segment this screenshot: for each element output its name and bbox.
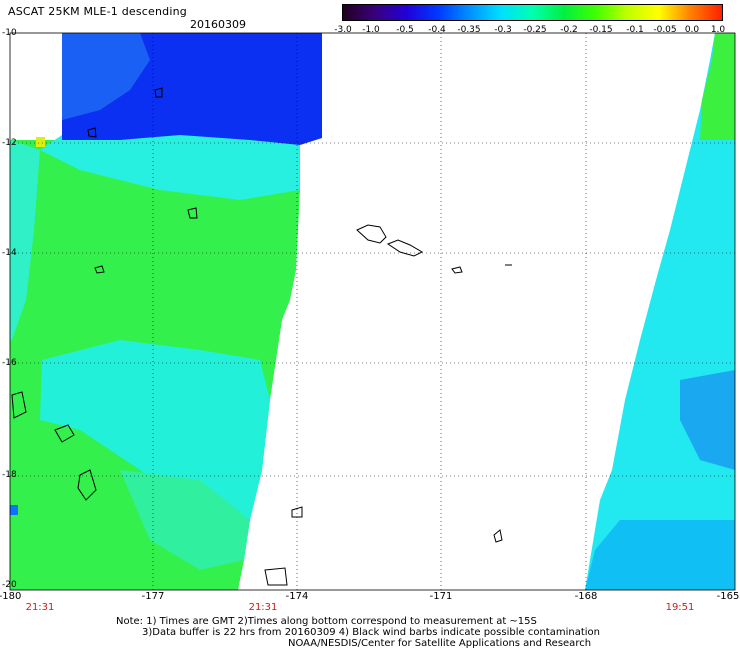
pass-time: 19:51 bbox=[665, 602, 695, 613]
note-line-3: NOAA/NESDIS/Center for Satellite Applica… bbox=[288, 638, 592, 649]
y-tick-label: -16 bbox=[2, 358, 17, 368]
island-small-6 bbox=[94, 265, 105, 274]
pass-time: 21:31 bbox=[25, 602, 55, 613]
colorbar-label: -0.3 bbox=[494, 25, 512, 35]
x-tick-label: -168 bbox=[574, 591, 598, 602]
island-small-9 bbox=[11, 391, 27, 419]
pass-time: 21:31 bbox=[248, 602, 278, 613]
swath-east-green bbox=[700, 33, 735, 140]
swath-cyan-west bbox=[10, 140, 40, 340]
colorbar-label: -0.1 bbox=[626, 25, 644, 35]
y-tick-label: -10 bbox=[2, 28, 17, 38]
colorbar-label: -0.5 bbox=[396, 25, 414, 35]
colorbar bbox=[342, 4, 723, 21]
blue-pixel bbox=[10, 505, 18, 515]
colorbar-label: 0.0 bbox=[684, 25, 700, 35]
island-savaii bbox=[386, 239, 424, 257]
island-small-8 bbox=[264, 567, 288, 586]
y-tick-label: -12 bbox=[2, 138, 17, 148]
island-small-1 bbox=[451, 266, 463, 274]
map-frame bbox=[9, 32, 736, 591]
colorbar-label: -0.2 bbox=[560, 25, 578, 35]
note-line-2: 3)Data buffer is 22 hrs from 20160309 4)… bbox=[142, 627, 600, 638]
colorbar-label: -1.0 bbox=[362, 25, 380, 35]
colorbar-label: -0.25 bbox=[523, 25, 547, 35]
coastlines bbox=[11, 87, 512, 586]
colorbar-label: -0.15 bbox=[589, 25, 613, 35]
colorbar-label: -0.4 bbox=[428, 25, 446, 35]
swath-blue-light bbox=[62, 33, 150, 120]
colorbar-label: -0.05 bbox=[653, 25, 677, 35]
gridlines bbox=[10, 33, 735, 590]
island-small-4 bbox=[187, 207, 198, 219]
colorbar-label: -3.0 bbox=[334, 25, 352, 35]
island-fiji-2 bbox=[77, 469, 97, 501]
x-tick-label: -165 bbox=[716, 591, 740, 602]
island-fiji-1 bbox=[54, 424, 75, 443]
map-title: ASCAT 25KM MLE-1 descending bbox=[8, 5, 187, 18]
colorbar-label: 1.0 bbox=[710, 25, 726, 35]
map-date: 20160309 bbox=[190, 18, 246, 31]
yellow-pixel bbox=[36, 137, 45, 147]
y-tick-label: -20 bbox=[2, 580, 17, 590]
swath-cyan-south bbox=[120, 470, 250, 570]
x-tick-label: -177 bbox=[141, 591, 165, 602]
left-swath bbox=[10, 33, 322, 590]
x-tick-label: -174 bbox=[285, 591, 309, 602]
island-upolu bbox=[356, 224, 387, 244]
island-small-7 bbox=[291, 506, 303, 518]
swath-cyan-mid bbox=[40, 340, 270, 520]
island-small-3 bbox=[493, 529, 503, 543]
island-small-5 bbox=[154, 87, 163, 98]
island-small-10 bbox=[87, 127, 97, 138]
colorbar-label: -0.35 bbox=[457, 25, 481, 35]
note-line-1: Note: 1) Times are GMT 2)Times along bot… bbox=[116, 616, 537, 627]
y-tick-label: -18 bbox=[2, 470, 17, 480]
x-tick-label: -180 bbox=[0, 591, 22, 602]
x-tick-label: -171 bbox=[429, 591, 453, 602]
swath-east-blue bbox=[680, 370, 735, 470]
y-tick-label: -14 bbox=[2, 248, 17, 258]
swath-east-south-blue bbox=[585, 520, 735, 590]
right-swath bbox=[585, 33, 735, 590]
swath-cyan-north bbox=[40, 135, 300, 200]
